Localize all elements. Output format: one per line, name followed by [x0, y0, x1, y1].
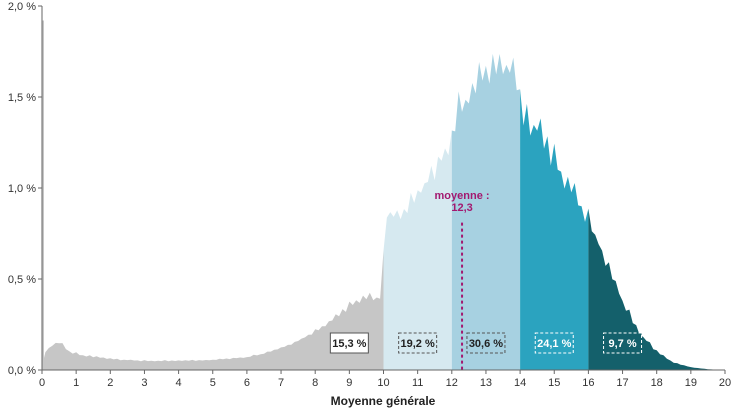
- area-segment-4: [520, 89, 589, 370]
- x-tick-label: 1: [73, 377, 79, 389]
- x-tick-label: 3: [141, 377, 147, 389]
- x-tick-label: 4: [176, 377, 182, 389]
- x-tick-label: 20: [719, 377, 731, 389]
- percentage-box-1: [329, 332, 369, 354]
- x-tick-label: 15: [548, 377, 560, 389]
- x-tick-label: 10: [377, 377, 389, 389]
- x-tick-label: 5: [210, 377, 216, 389]
- x-tick-label: 6: [244, 377, 250, 389]
- percentage-labels: 15,3 % 19,2 % 30,6 % 24,1 % 9,7 %: [329, 332, 643, 354]
- area-segment-3: [451, 53, 521, 371]
- x-tick-label: 14: [514, 377, 526, 389]
- x-tick-label: 18: [651, 377, 663, 389]
- percentage-box-4: [534, 332, 574, 354]
- y-tick-label: 0,0 %: [8, 365, 36, 377]
- x-tick-label: 8: [312, 377, 318, 389]
- x-tick-label: 7: [278, 377, 284, 389]
- x-axis-title: Moyenne générale: [331, 394, 436, 408]
- percentage-box-2: [398, 332, 438, 354]
- y-tick-label: 0,5 %: [8, 274, 36, 286]
- percentage-box-3: [466, 332, 506, 354]
- x-tick-label: 19: [685, 377, 697, 389]
- area-segment-5: [588, 208, 725, 370]
- x-tick-label: 2: [107, 377, 113, 389]
- x-tick-label: 16: [582, 377, 594, 389]
- percentage-label-1: 15,3 %: [332, 338, 366, 350]
- y-axis: 0,0 % 0,5 % 1,0 % 1,5 % 2,0 %: [8, 1, 43, 377]
- mean-label-line2: 12,3: [451, 202, 472, 214]
- x-axis: 0 1 2 3 4 5 6 7 8 9 10 11 12 13 14 15 16 17 18 19 20: [39, 369, 731, 389]
- area-segment-1: [42, 250, 384, 370]
- y-tick-label: 1,5 %: [8, 92, 36, 104]
- x-tick-label: 9: [346, 377, 352, 389]
- area-segment-2: [383, 130, 452, 370]
- x-tick-label: 12: [446, 377, 458, 389]
- x-tick-label: 17: [616, 377, 628, 389]
- percentage-label-4: 24,1 %: [537, 338, 571, 350]
- percentage-label-5: 9,7 %: [608, 338, 636, 350]
- mean-marker: moyenne : 12,3: [435, 190, 490, 370]
- percentage-box-5: [603, 332, 643, 354]
- x-tick-label: 13: [480, 377, 492, 389]
- y-tick-label: 2,0 %: [8, 1, 36, 13]
- y-tick-label: 1,0 %: [8, 183, 36, 195]
- mean-label-line1: moyenne :: [435, 190, 490, 202]
- x-tick-label: 11: [412, 377, 423, 389]
- area-layer: [42, 20, 725, 371]
- percentage-label-2: 19,2 %: [401, 338, 435, 350]
- x-tick-label: 0: [39, 377, 45, 389]
- percentage-label-3: 30,6 %: [469, 338, 503, 350]
